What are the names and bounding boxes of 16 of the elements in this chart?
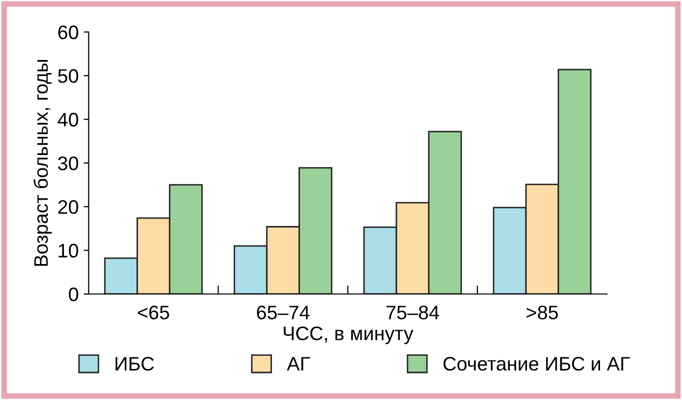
- x-tick-label: <65: [138, 306, 170, 320]
- y-tick-label: 40: [58, 112, 78, 127]
- x-tick-label: 65–74: [256, 306, 310, 320]
- x-tick-label: >85: [526, 306, 558, 320]
- legend-label: Сочетание ИБС и АГ: [444, 356, 630, 371]
- y-tick-label: 60: [58, 25, 78, 40]
- x-tick-label: 75–84: [386, 306, 440, 320]
- y-tick-label: 50: [58, 69, 78, 83]
- y-tick-label: 30: [58, 156, 78, 170]
- y-tick-label: 20: [58, 200, 78, 214]
- y-tick-label: 0: [68, 287, 78, 302]
- x-axis-title: ЧСС, в минуту: [284, 326, 414, 344]
- legend-label: АГ: [286, 357, 310, 370]
- y-tick-label: 10: [58, 244, 78, 258]
- y-axis-title: Возраст больных, годы: [33, 60, 52, 266]
- legend-label: ИБС: [116, 356, 154, 371]
